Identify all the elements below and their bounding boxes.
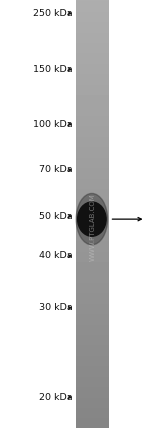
Text: 50 kDa: 50 kDa: [39, 211, 73, 221]
Text: 40 kDa: 40 kDa: [39, 251, 73, 261]
Text: 70 kDa: 70 kDa: [39, 165, 73, 175]
Ellipse shape: [76, 193, 108, 245]
Text: 100 kDa: 100 kDa: [33, 119, 73, 129]
Text: 150 kDa: 150 kDa: [33, 65, 73, 74]
Text: 250 kDa: 250 kDa: [33, 9, 73, 18]
Text: 30 kDa: 30 kDa: [39, 303, 73, 312]
Text: WWW.PTGLAB.COM: WWW.PTGLAB.COM: [90, 193, 96, 261]
Text: 20 kDa: 20 kDa: [39, 392, 73, 402]
Ellipse shape: [78, 202, 106, 236]
